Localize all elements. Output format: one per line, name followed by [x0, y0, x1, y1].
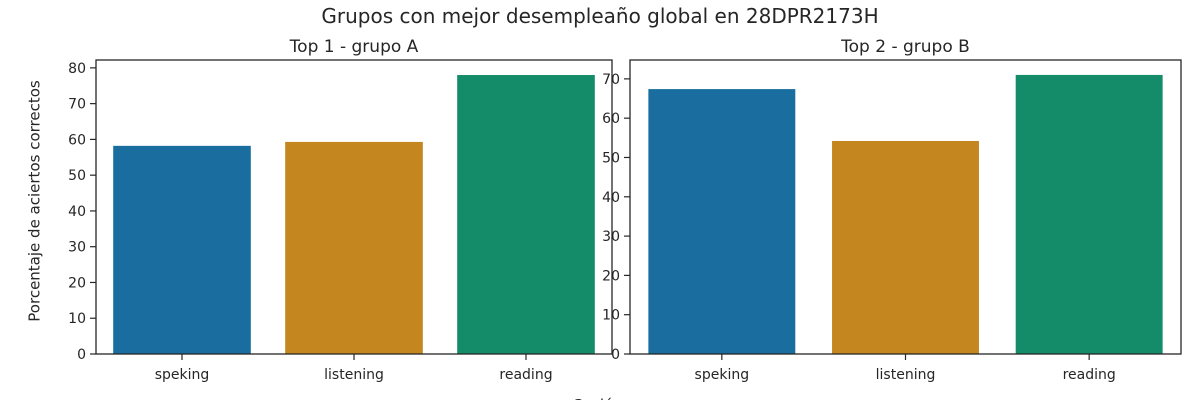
x-axis-label: Sesión: [573, 396, 622, 400]
y-tick-label: 50: [68, 168, 86, 184]
bar: [1015, 74, 1163, 355]
bar: [113, 145, 251, 354]
y-tick-label: 70: [602, 72, 620, 88]
y-tick-label: 80: [68, 61, 86, 77]
y-tick-label: 10: [602, 308, 620, 324]
x-tick-label: listening: [876, 367, 936, 383]
axes-frame: [95, 59, 613, 355]
figure-title: Grupos con mejor desempleaño global en 2…: [321, 4, 878, 28]
x-tick-label: listening: [324, 367, 384, 383]
y-tick-label: 0: [77, 347, 86, 363]
bar: [648, 89, 796, 354]
y-tick-label: 0: [611, 347, 620, 363]
bar: [457, 75, 595, 354]
x-tick-label: reading: [499, 367, 552, 383]
y-tick-label: 40: [68, 204, 86, 220]
x-tick-label: speking: [155, 367, 210, 383]
subplot-title: Top 1 - grupo A: [289, 37, 419, 57]
y-tick-label: 60: [68, 132, 86, 148]
x-tick-label: reading: [1063, 367, 1116, 383]
y-tick-label: 40: [602, 190, 620, 206]
bar: [832, 140, 979, 354]
y-tick-label: 70: [68, 97, 86, 113]
y-tick-label: 10: [68, 311, 86, 327]
x-tick-label: speking: [695, 367, 750, 383]
y-tick-label: 60: [602, 111, 620, 127]
y-tick-label: 20: [68, 275, 86, 291]
y-tick-label: 20: [602, 268, 620, 284]
bar: [285, 141, 423, 354]
y-tick-label: 30: [602, 229, 620, 245]
y-tick-label: 30: [68, 240, 86, 256]
axes-frame: [629, 59, 1182, 355]
y-axis-label: Porcentaje de aciertos correctos: [26, 80, 44, 322]
y-tick-label: 50: [602, 150, 620, 166]
subplot-title: Top 2 - grupo B: [840, 37, 970, 57]
